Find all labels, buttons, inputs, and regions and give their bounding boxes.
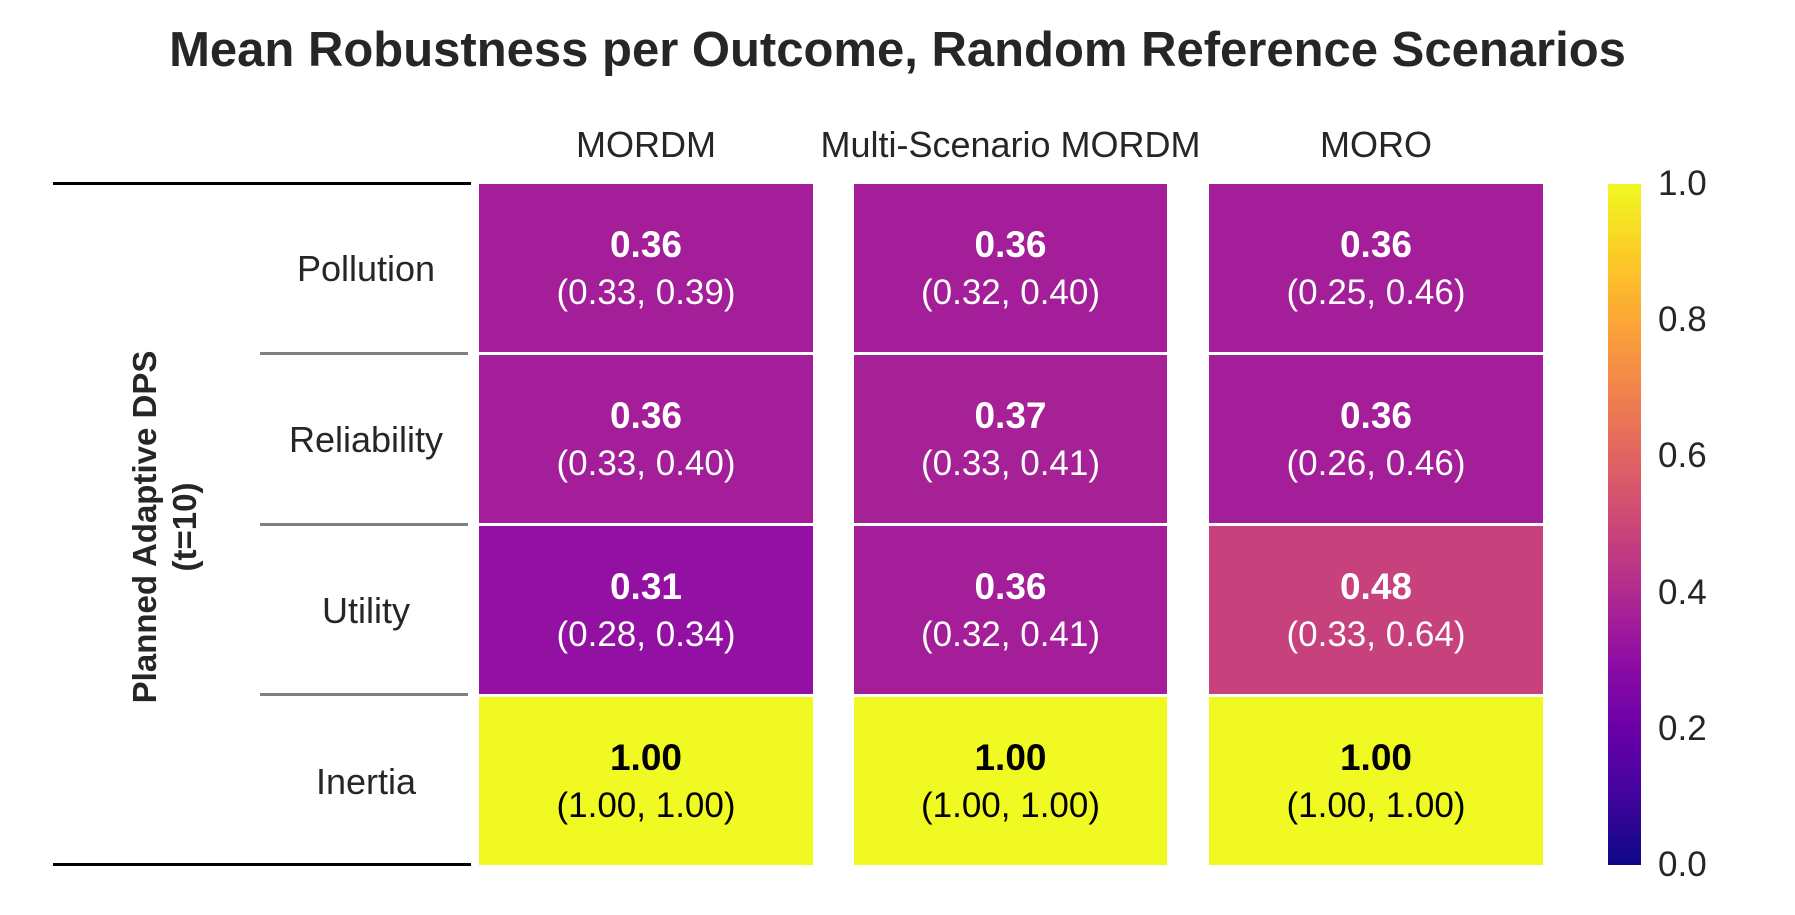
colorbar-tick-label: 0.6: [1658, 436, 1707, 476]
column-header: Multi-Scenario MORDM: [820, 124, 1201, 165]
heatmap-cell: 1.00 (1.00, 1.00): [479, 697, 813, 865]
heatmap-cell: 0.36 (0.26, 0.46): [1209, 355, 1543, 523]
cell-interval: (1.00, 1.00): [556, 786, 736, 825]
cell-interval: (1.00, 1.00): [921, 786, 1100, 825]
row-separator: [260, 693, 468, 696]
cell-value: 0.36: [974, 566, 1047, 607]
heatmap-cell: 0.36 (0.33, 0.39): [479, 184, 813, 352]
cell-value: 0.36: [609, 395, 682, 436]
colorbar: [1608, 184, 1641, 865]
row-label: Utility: [322, 590, 410, 631]
cell-value: 0.36: [974, 224, 1047, 265]
heatmap-cell: 0.36 (0.25, 0.46): [1209, 184, 1543, 352]
cell-value: 1.00: [609, 737, 682, 778]
cell-interval: (0.28, 0.34): [556, 615, 736, 654]
colorbar-tick-label: 0.0: [1658, 845, 1707, 884]
cell-interval: (0.33, 0.64): [1286, 615, 1466, 654]
cell-value: 0.36: [1339, 395, 1412, 436]
cell-interval: (0.33, 0.40): [556, 444, 736, 483]
bottom-rule: [53, 863, 471, 866]
cell-interval: (0.25, 0.46): [1286, 273, 1466, 312]
column-header: MORDM: [576, 124, 716, 165]
cell-interval: (0.33, 0.41): [921, 444, 1100, 483]
heatmap-cell: 0.48 (0.33, 0.64): [1209, 526, 1543, 694]
colorbar-tick-label: 0.4: [1658, 572, 1707, 612]
cell-interval: (0.32, 0.40): [921, 273, 1100, 312]
heatmap-cell: 0.36 (0.32, 0.40): [854, 184, 1167, 352]
row-label: Reliability: [288, 419, 444, 460]
heatmap-cell: 0.31 (0.28, 0.34): [479, 526, 813, 694]
cell-interval: (0.32, 0.41): [921, 615, 1100, 654]
cell-value: 0.48: [1339, 566, 1412, 607]
colorbar-tick-label: 1.0: [1658, 164, 1707, 203]
cell-value: 0.31: [609, 566, 682, 607]
heatmap-cell: 0.36 (0.32, 0.41): [854, 526, 1167, 694]
row-label: Pollution: [296, 248, 436, 289]
cell-value: 0.36: [1339, 224, 1412, 265]
row-separator: [260, 352, 468, 355]
cell-interval: (1.00, 1.00): [1286, 786, 1466, 825]
colorbar-tick-label: 0.2: [1658, 708, 1707, 748]
heatmap-cell: 1.00 (1.00, 1.00): [1209, 697, 1543, 865]
cell-interval: (0.33, 0.39): [556, 273, 736, 312]
chart-title: Mean Robustness per Outcome, Random Refe…: [169, 23, 1626, 77]
group-label-line1: Planned Adaptive DPS: [126, 350, 163, 704]
cell-value: 1.00: [1339, 737, 1412, 778]
heatmap-cell: 0.36 (0.33, 0.40): [479, 355, 813, 523]
heatmap-cell: 1.00 (1.00, 1.00): [854, 697, 1167, 865]
column-header: MORO: [1320, 124, 1432, 165]
row-label: Inertia: [315, 761, 417, 802]
row-separator: [260, 523, 468, 526]
group-label-line2: (t=10): [166, 482, 203, 572]
cell-interval: (0.26, 0.46): [1286, 444, 1466, 483]
heatmap-cell: 0.37 (0.33, 0.41): [854, 355, 1167, 523]
cell-value: 0.36: [609, 224, 682, 265]
group-label: Planned Adaptive DPS (t=10): [125, 351, 205, 704]
cell-value: 0.37: [974, 395, 1047, 436]
colorbar-tick-label: 0.8: [1658, 300, 1707, 340]
cell-value: 1.00: [974, 737, 1047, 778]
top-rule: [53, 182, 471, 185]
